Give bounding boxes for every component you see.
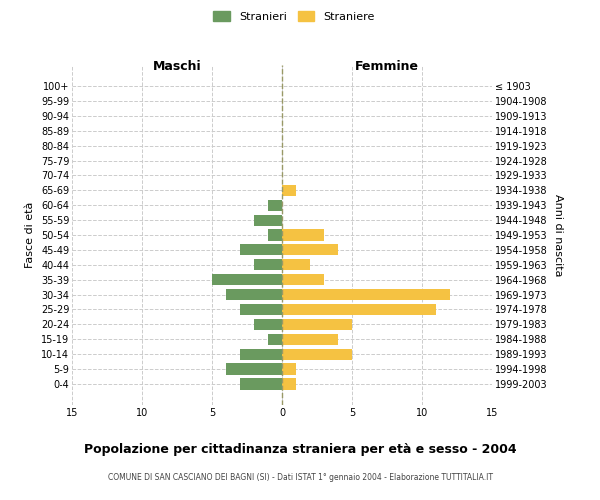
Bar xyxy=(268,230,282,240)
Bar xyxy=(254,319,282,330)
Y-axis label: Anni di nascita: Anni di nascita xyxy=(553,194,563,276)
Bar xyxy=(282,230,324,240)
Bar xyxy=(282,334,338,345)
Y-axis label: Fasce di età: Fasce di età xyxy=(25,202,35,268)
Legend: Stranieri, Straniere: Stranieri, Straniere xyxy=(210,8,378,25)
Bar xyxy=(240,348,282,360)
Bar xyxy=(226,364,282,374)
Text: Popolazione per cittadinanza straniera per età e sesso - 2004: Popolazione per cittadinanza straniera p… xyxy=(83,442,517,456)
Bar xyxy=(282,364,296,374)
Bar xyxy=(254,214,282,226)
Bar xyxy=(282,184,296,196)
Bar xyxy=(268,200,282,211)
Bar xyxy=(240,378,282,390)
Bar xyxy=(212,274,282,285)
Bar xyxy=(282,274,324,285)
Text: COMUNE DI SAN CASCIANO DEI BAGNI (SI) - Dati ISTAT 1° gennaio 2004 - Elaborazion: COMUNE DI SAN CASCIANO DEI BAGNI (SI) - … xyxy=(107,472,493,482)
Bar xyxy=(254,259,282,270)
Bar xyxy=(240,304,282,315)
Bar xyxy=(282,348,352,360)
Bar xyxy=(226,289,282,300)
Bar xyxy=(282,259,310,270)
Bar xyxy=(282,319,352,330)
Bar xyxy=(268,334,282,345)
Bar xyxy=(282,244,338,256)
Text: Maschi: Maschi xyxy=(152,60,202,72)
Bar xyxy=(282,289,450,300)
Bar xyxy=(240,244,282,256)
Bar xyxy=(282,378,296,390)
Text: Femmine: Femmine xyxy=(355,60,419,72)
Bar xyxy=(282,304,436,315)
